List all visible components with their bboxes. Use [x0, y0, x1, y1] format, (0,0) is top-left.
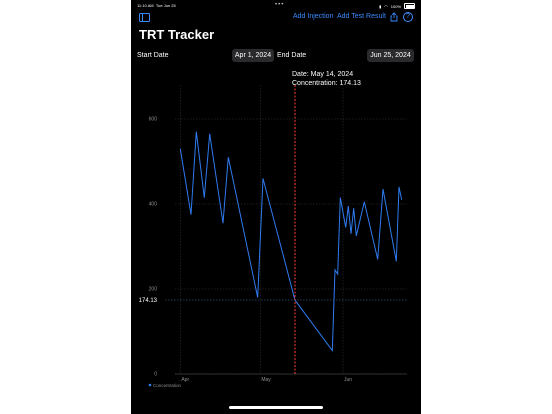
signal-icon: ▮: [379, 3, 382, 9]
selection-date: Date: May 14, 2024: [292, 71, 354, 78]
selection-annotation: Date: May 14, 2024 Concentration: 174.13: [292, 70, 361, 88]
end-date-label: End Date: [277, 52, 307, 59]
data-point: [382, 188, 384, 190]
data-point: [353, 207, 354, 209]
y-tick-label: 600: [149, 117, 158, 123]
start-date-label: Start Date: [137, 52, 169, 59]
data-point: [334, 269, 336, 271]
status-time: 11:10 AM Tue Jun 25: [137, 3, 176, 8]
add-injection-button[interactable]: Add Injection: [293, 13, 334, 20]
battery-icon: [404, 3, 415, 9]
data-point: [364, 201, 365, 203]
y-tick-label: 200: [149, 287, 158, 293]
battery-percent: 100%: [390, 3, 401, 9]
data-point: [401, 199, 402, 201]
selected-value-label: 174.13: [139, 298, 158, 304]
data-point: [222, 222, 224, 224]
data-point: [196, 131, 197, 133]
toolbar: Add Injection Add Test Result ?: [131, 12, 421, 26]
home-indicator[interactable]: [229, 406, 323, 409]
data-point: [190, 214, 192, 215]
legend-swatch: [148, 383, 152, 387]
concentration-chart[interactable]: 0 200 400 600 Apr May Jun 174.13 Concentration: [131, 85, 421, 395]
selection-concentration: Concentration: 174.13: [292, 80, 361, 87]
data-point: [377, 258, 378, 260]
wifi-icon: ◠: [384, 3, 388, 9]
x-tick-label: Apr: [181, 377, 189, 383]
data-point: [348, 205, 349, 207]
data-point: [396, 261, 397, 262]
y-tick-label: 400: [149, 202, 158, 208]
data-point: [262, 178, 264, 179]
add-test-result-button[interactable]: Add Test Result: [337, 13, 386, 20]
date-range-row: Start Date Apr 1, 2024 End Date Jun 25, …: [131, 49, 421, 63]
data-point: [350, 233, 352, 235]
y-tick-label: 0: [154, 372, 157, 378]
data-point: [332, 350, 333, 351]
start-date-picker[interactable]: Apr 1, 2024: [232, 49, 274, 62]
data-point: [340, 197, 341, 198]
data-point: [209, 133, 210, 135]
concentration-series-line: [179, 131, 403, 353]
legend-label: Concentration: [153, 383, 182, 388]
data-point: [356, 235, 357, 237]
status-bar: 11:10 AM Tue Jun 25 ••• ▮ ◠ 100%: [135, 2, 417, 10]
data-point: [180, 148, 181, 150]
page-title: TRT Tracker: [139, 27, 215, 42]
data-point: [345, 227, 346, 228]
end-date-picker[interactable]: Jun 25, 2024: [367, 49, 414, 62]
status-indicators: ▮ ◠ 100%: [379, 3, 415, 9]
share-icon[interactable]: [389, 12, 399, 22]
data-point: [337, 273, 338, 275]
data-point: [204, 197, 205, 198]
x-tick-label: Jun: [344, 377, 352, 383]
multitasking-dots-icon[interactable]: •••: [275, 2, 285, 8]
help-icon[interactable]: ?: [403, 12, 413, 22]
ipad-screen: 11:10 AM Tue Jun 25 ••• ▮ ◠ 100% Add Inj…: [131, 0, 421, 414]
sidebar-toggle-icon[interactable]: [139, 13, 150, 22]
data-point: [228, 156, 229, 158]
data-point: [398, 186, 400, 188]
data-point: [257, 297, 258, 298]
x-tick-label: May: [261, 377, 271, 383]
